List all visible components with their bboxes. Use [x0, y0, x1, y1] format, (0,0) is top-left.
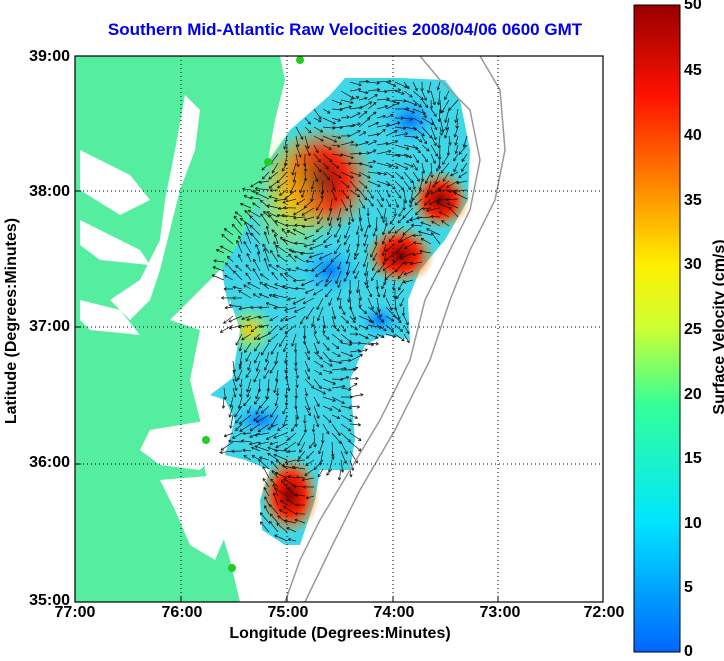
station-marker: [228, 564, 236, 572]
velocity-arrow-head: [336, 348, 339, 349]
velocity-arrow-head: [441, 170, 442, 173]
velocity-arrow-head: [254, 401, 255, 404]
velocity-arrow-head: [398, 276, 399, 279]
station-marker: [264, 158, 272, 166]
velocity-arrow-head: [444, 135, 445, 138]
velocity-arrow-head: [236, 420, 237, 423]
velocity-arrow-head: [410, 204, 411, 207]
velocity-arrow-head: [338, 285, 339, 288]
station-marker: [296, 56, 304, 64]
station-marker: [202, 436, 210, 444]
velocity-arrow-head: [357, 123, 360, 124]
velocity-arrow-head: [283, 239, 286, 240]
velocity-arrow-head: [268, 447, 271, 448]
colorbar: [634, 5, 680, 652]
velocity-arrow-head: [454, 134, 455, 137]
velocity-arrow: [440, 154, 441, 169]
velocity-arrow-head: [387, 186, 390, 187]
velocity-arrow-head: [274, 234, 275, 237]
velocity-arrow-head: [346, 187, 349, 188]
velocity-arrow-head: [397, 122, 400, 123]
velocity-arrow-head: [274, 241, 275, 244]
velocity-arrow-head: [266, 303, 269, 304]
velocity-arrow-head: [412, 113, 415, 114]
velocity-arrow-head: [363, 264, 364, 267]
velocity-arrow-head: [278, 516, 281, 517]
velocity-arrow-head: [309, 258, 312, 259]
velocity-arrow-head: [421, 222, 424, 223]
velocity-arrow-head: [292, 343, 293, 346]
velocity-arrow: [431, 217, 440, 218]
velocity-arrow-head: [309, 445, 310, 448]
velocity-arrow-head: [264, 249, 265, 252]
velocity-arrow-head: [269, 294, 272, 295]
velocity-arrow-head: [356, 96, 359, 97]
velocity-arrow: [359, 82, 369, 83]
velocity-arrow: [431, 100, 432, 109]
velocity-arrow-head: [242, 319, 245, 320]
velocity-arrow-head: [277, 255, 280, 256]
velocity-arrow-head: [213, 267, 216, 268]
velocity-arrow-head: [264, 258, 265, 261]
velocity-arrow: [296, 343, 297, 352]
velocity-arrow-head: [256, 368, 257, 371]
velocity-arrow-head: [318, 451, 319, 454]
velocity-arrow-head: [364, 243, 365, 246]
velocity-arrow-head: [283, 349, 284, 352]
velocity-arrow-head: [396, 296, 397, 299]
velocity-arrow-head: [421, 135, 424, 136]
velocity-arrow-head: [318, 221, 319, 224]
velocity-arrow-head: [273, 493, 274, 496]
velocity-arrow-head: [401, 340, 404, 341]
velocity-arrow-head: [264, 284, 267, 285]
velocity-arrow-head: [355, 253, 356, 256]
velocity-arrow-head: [375, 314, 378, 315]
velocity-arrow-head: [296, 267, 299, 268]
velocity-arrow-head: [373, 233, 374, 236]
velocity-arrow: [386, 217, 387, 226]
velocity-arrow-head: [395, 141, 398, 142]
velocity-arrow-head: [255, 446, 258, 447]
velocity-arrow-head: [378, 269, 379, 272]
